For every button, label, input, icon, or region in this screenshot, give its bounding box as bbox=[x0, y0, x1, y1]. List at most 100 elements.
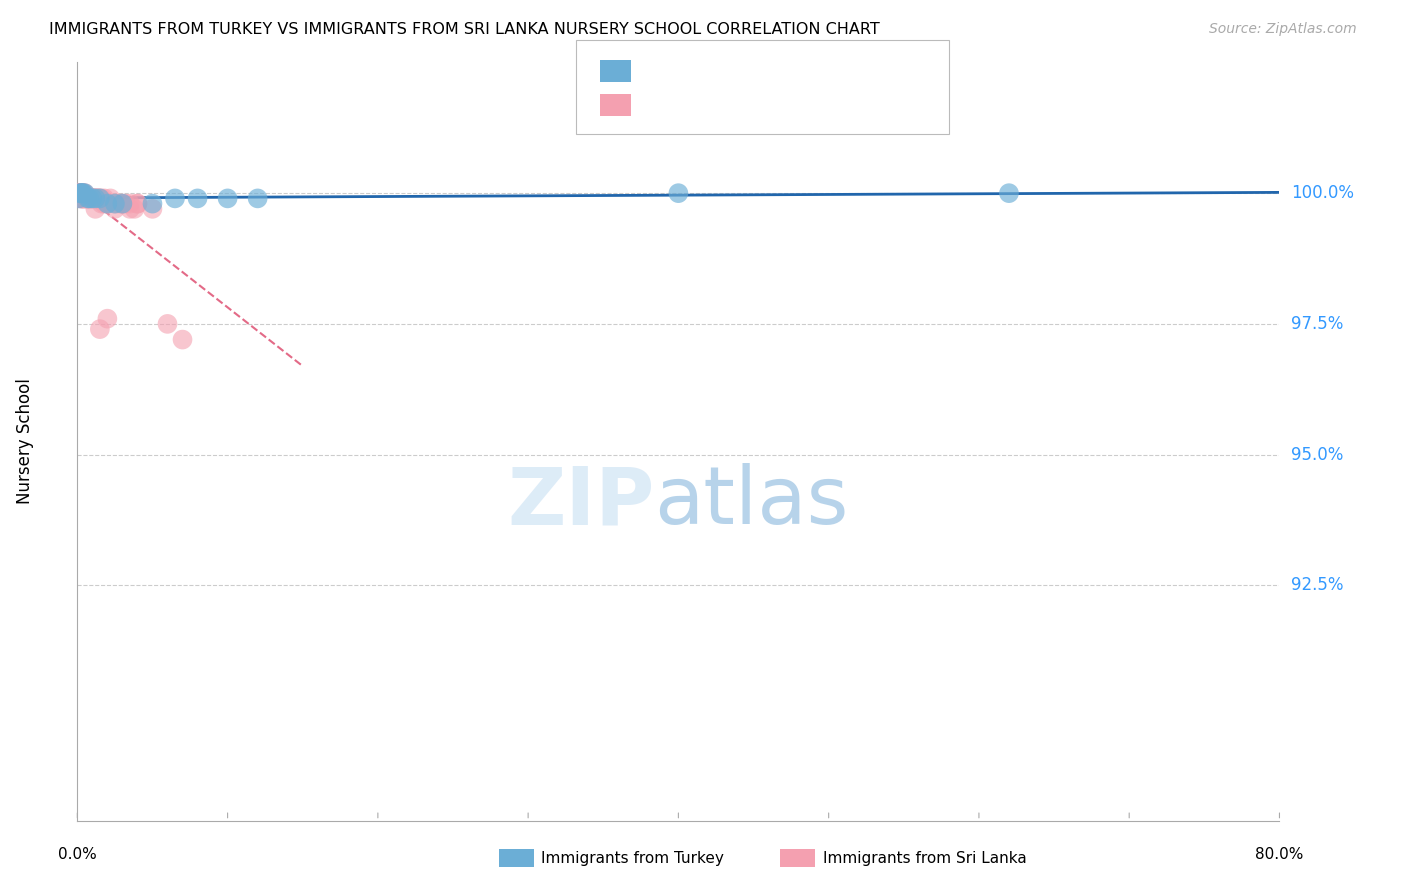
Point bbox=[82, 191, 104, 205]
Point bbox=[89, 191, 111, 205]
Point bbox=[70, 186, 93, 201]
Point bbox=[93, 191, 115, 205]
Point bbox=[73, 186, 96, 201]
Point bbox=[69, 191, 91, 205]
Point bbox=[72, 191, 94, 205]
Point bbox=[83, 191, 105, 205]
Point bbox=[89, 191, 111, 205]
Point bbox=[118, 196, 141, 211]
Point bbox=[127, 196, 149, 211]
Point bbox=[69, 186, 91, 201]
Point bbox=[104, 196, 127, 211]
Text: ZIP: ZIP bbox=[508, 463, 654, 541]
Point bbox=[96, 196, 118, 211]
Point bbox=[72, 186, 94, 201]
Point bbox=[141, 196, 163, 211]
Point bbox=[186, 191, 209, 205]
Point bbox=[111, 196, 134, 211]
Point bbox=[111, 196, 134, 211]
Point bbox=[86, 191, 108, 205]
Point bbox=[87, 191, 110, 205]
Point bbox=[79, 191, 101, 205]
Text: N = 22: N = 22 bbox=[815, 62, 877, 80]
Point bbox=[70, 191, 93, 205]
Point bbox=[69, 186, 91, 201]
Point bbox=[111, 196, 134, 211]
Point bbox=[80, 191, 103, 205]
Point bbox=[72, 186, 94, 201]
Text: atlas: atlas bbox=[654, 463, 849, 541]
Point bbox=[84, 202, 107, 216]
Text: Source: ZipAtlas.com: Source: ZipAtlas.com bbox=[1209, 22, 1357, 37]
Point bbox=[73, 191, 96, 205]
Point bbox=[96, 196, 118, 211]
Point bbox=[114, 196, 136, 211]
Text: 100.0%: 100.0% bbox=[1292, 184, 1354, 202]
Point bbox=[84, 191, 107, 205]
Point bbox=[246, 191, 269, 205]
Point bbox=[69, 186, 91, 201]
Point bbox=[76, 191, 98, 205]
Point bbox=[96, 196, 118, 211]
Point bbox=[70, 186, 93, 201]
Point bbox=[70, 186, 93, 201]
Text: IMMIGRANTS FROM TURKEY VS IMMIGRANTS FROM SRI LANKA NURSERY SCHOOL CORRELATION C: IMMIGRANTS FROM TURKEY VS IMMIGRANTS FRO… bbox=[49, 22, 880, 37]
Point bbox=[156, 317, 179, 331]
Point bbox=[75, 191, 97, 205]
Point bbox=[73, 191, 96, 205]
Point bbox=[104, 196, 127, 211]
Point bbox=[79, 191, 101, 205]
Text: 80.0%: 80.0% bbox=[1256, 847, 1303, 862]
Point bbox=[72, 191, 94, 205]
Point bbox=[998, 186, 1021, 201]
Point bbox=[76, 191, 98, 205]
Point bbox=[87, 191, 110, 205]
Text: 97.5%: 97.5% bbox=[1292, 315, 1344, 333]
Text: 0.0%: 0.0% bbox=[58, 847, 97, 862]
Point bbox=[75, 191, 97, 205]
Point bbox=[72, 186, 94, 201]
Point bbox=[84, 191, 107, 205]
Point bbox=[104, 202, 127, 216]
Point bbox=[93, 196, 115, 211]
Point bbox=[67, 186, 90, 201]
Point bbox=[127, 196, 149, 211]
Point bbox=[75, 191, 97, 205]
Point bbox=[84, 191, 107, 205]
Point bbox=[69, 186, 91, 201]
Point bbox=[73, 191, 96, 205]
Point bbox=[90, 191, 112, 205]
Point bbox=[76, 191, 98, 205]
Point bbox=[79, 191, 101, 205]
Point bbox=[70, 186, 93, 201]
Text: Nursery School: Nursery School bbox=[15, 378, 34, 505]
Point bbox=[69, 186, 91, 201]
Point bbox=[217, 191, 239, 205]
Point bbox=[100, 191, 122, 205]
Point bbox=[82, 191, 104, 205]
Text: R = 0.154: R = 0.154 bbox=[640, 96, 730, 114]
Point bbox=[80, 191, 103, 205]
Point bbox=[163, 191, 186, 205]
Point bbox=[82, 191, 104, 205]
Point bbox=[69, 191, 91, 205]
Point bbox=[70, 191, 93, 205]
Point bbox=[96, 311, 118, 326]
Point bbox=[67, 186, 90, 201]
Point bbox=[72, 191, 94, 205]
Point bbox=[82, 191, 104, 205]
Point bbox=[668, 186, 690, 201]
Point bbox=[124, 202, 146, 216]
Point bbox=[73, 186, 96, 201]
Point bbox=[141, 202, 163, 216]
Text: Immigrants from Turkey: Immigrants from Turkey bbox=[541, 851, 724, 865]
Point bbox=[79, 191, 101, 205]
Point bbox=[90, 196, 112, 211]
Text: 92.5%: 92.5% bbox=[1292, 576, 1344, 594]
Text: N = 69: N = 69 bbox=[815, 96, 877, 114]
Point bbox=[67, 186, 90, 201]
Point bbox=[67, 191, 90, 205]
Text: Immigrants from Sri Lanka: Immigrants from Sri Lanka bbox=[823, 851, 1026, 865]
Point bbox=[118, 202, 141, 216]
Point bbox=[70, 191, 93, 205]
